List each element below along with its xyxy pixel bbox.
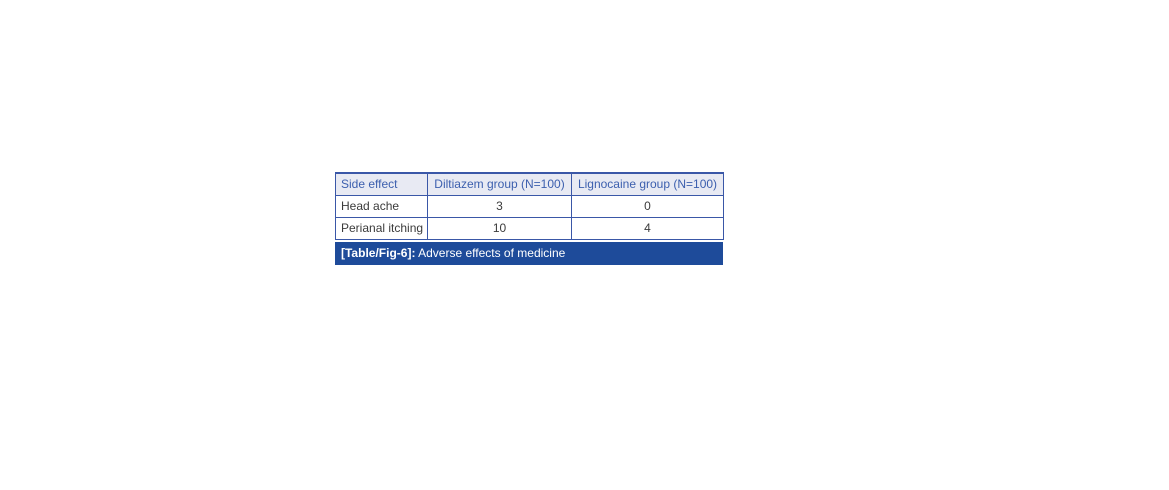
- cell-lignocaine-head-ache: 0: [571, 195, 724, 218]
- cell-diltiazem-perianal-itching: 10: [427, 217, 572, 240]
- table-row: Head ache 3 0: [335, 195, 724, 218]
- column-header-lignocaine-group: Lignocaine group (N=100): [571, 172, 724, 196]
- column-header-side-effect: Side effect: [335, 172, 428, 196]
- table-row: Perianal itching 10 4: [335, 217, 724, 240]
- cell-lignocaine-perianal-itching: 4: [571, 217, 724, 240]
- cell-diltiazem-head-ache: 3: [427, 195, 572, 218]
- table-caption-text: Adverse effects of medicine: [415, 246, 566, 260]
- table-figure: Side effect Diltiazem group (N=100) Lign…: [335, 172, 724, 265]
- column-header-diltiazem-group: Diltiazem group (N=100): [427, 172, 572, 196]
- table-caption: [Table/Fig-6]: Adverse effects of medici…: [335, 242, 723, 265]
- row-label-perianal-itching: Perianal itching: [335, 217, 428, 240]
- table-caption-label: [Table/Fig-6]:: [341, 246, 416, 260]
- row-label-head-ache: Head ache: [335, 195, 428, 218]
- table-header-row: Side effect Diltiazem group (N=100) Lign…: [335, 172, 724, 196]
- adverse-effects-table: Side effect Diltiazem group (N=100) Lign…: [335, 172, 724, 240]
